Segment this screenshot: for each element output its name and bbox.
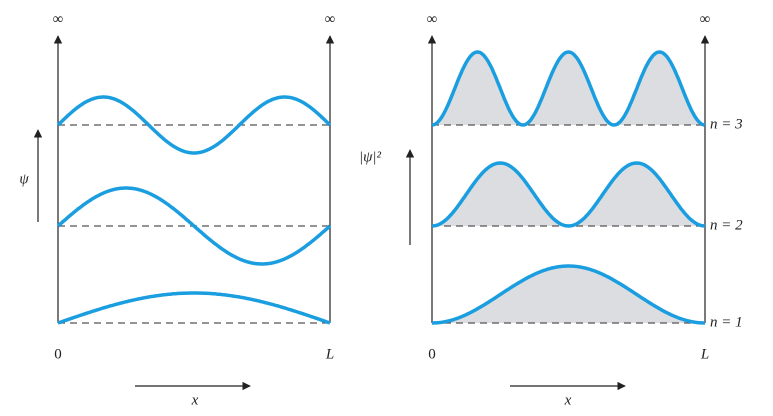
level-label: n = 1 [710, 314, 743, 330]
fills [432, 52, 705, 323]
curves [56, 50, 706, 325]
wavefunction [57, 291, 331, 325]
level-label: n = 2 [710, 217, 743, 233]
wavefunction [56, 95, 332, 155]
probability-area [432, 52, 705, 125]
probability-area [432, 266, 705, 323]
x-label: x [564, 392, 572, 408]
x-label: x [191, 392, 199, 408]
infinity: ∞ [325, 11, 336, 27]
level-label: n = 3 [710, 116, 743, 132]
probability-density [431, 50, 706, 127]
end-label: L [325, 346, 334, 362]
infinity: ∞ [53, 11, 64, 27]
end-label: L [700, 346, 709, 362]
wavefunction [56, 186, 332, 266]
probability-density [432, 264, 705, 325]
axis-label: ψ [19, 171, 29, 187]
origin-label: 0 [428, 346, 436, 362]
infinity: ∞ [427, 11, 438, 27]
axis-label: |ψ|² [359, 149, 382, 165]
probability-density [431, 161, 706, 228]
probability-area [432, 163, 705, 226]
origin-label: 0 [54, 346, 62, 362]
infinity: ∞ [700, 11, 711, 27]
